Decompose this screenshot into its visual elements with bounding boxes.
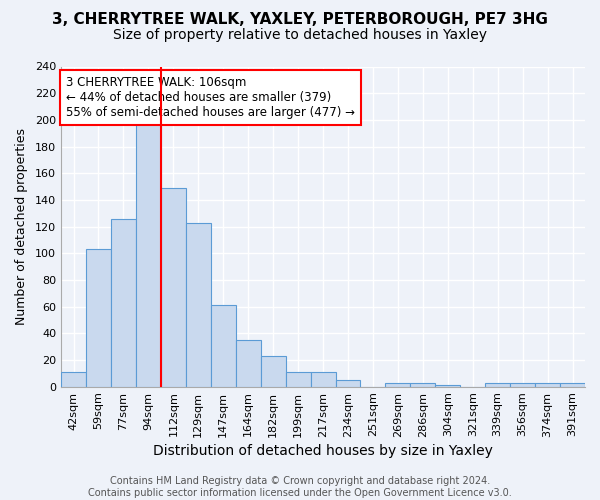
Bar: [61, 372, 86, 386]
Bar: [236, 340, 260, 386]
Y-axis label: Number of detached properties: Number of detached properties: [15, 128, 28, 325]
Bar: [186, 222, 211, 386]
Bar: [485, 382, 510, 386]
Text: Size of property relative to detached houses in Yaxley: Size of property relative to detached ho…: [113, 28, 487, 42]
Bar: [286, 372, 311, 386]
Bar: [111, 218, 136, 386]
Text: 3 CHERRYTREE WALK: 106sqm
← 44% of detached houses are smaller (379)
55% of semi: 3 CHERRYTREE WALK: 106sqm ← 44% of detac…: [66, 76, 355, 119]
Bar: [410, 382, 436, 386]
X-axis label: Distribution of detached houses by size in Yaxley: Distribution of detached houses by size …: [153, 444, 493, 458]
Bar: [260, 356, 286, 386]
Bar: [510, 382, 535, 386]
Bar: [560, 382, 585, 386]
Bar: [385, 382, 410, 386]
Bar: [535, 382, 560, 386]
Bar: [335, 380, 361, 386]
Bar: [311, 372, 335, 386]
Bar: [136, 120, 161, 386]
Bar: [161, 188, 186, 386]
Text: Contains HM Land Registry data © Crown copyright and database right 2024.
Contai: Contains HM Land Registry data © Crown c…: [88, 476, 512, 498]
Text: 3, CHERRYTREE WALK, YAXLEY, PETERBOROUGH, PE7 3HG: 3, CHERRYTREE WALK, YAXLEY, PETERBOROUGH…: [52, 12, 548, 28]
Bar: [211, 306, 236, 386]
Bar: [86, 250, 111, 386]
